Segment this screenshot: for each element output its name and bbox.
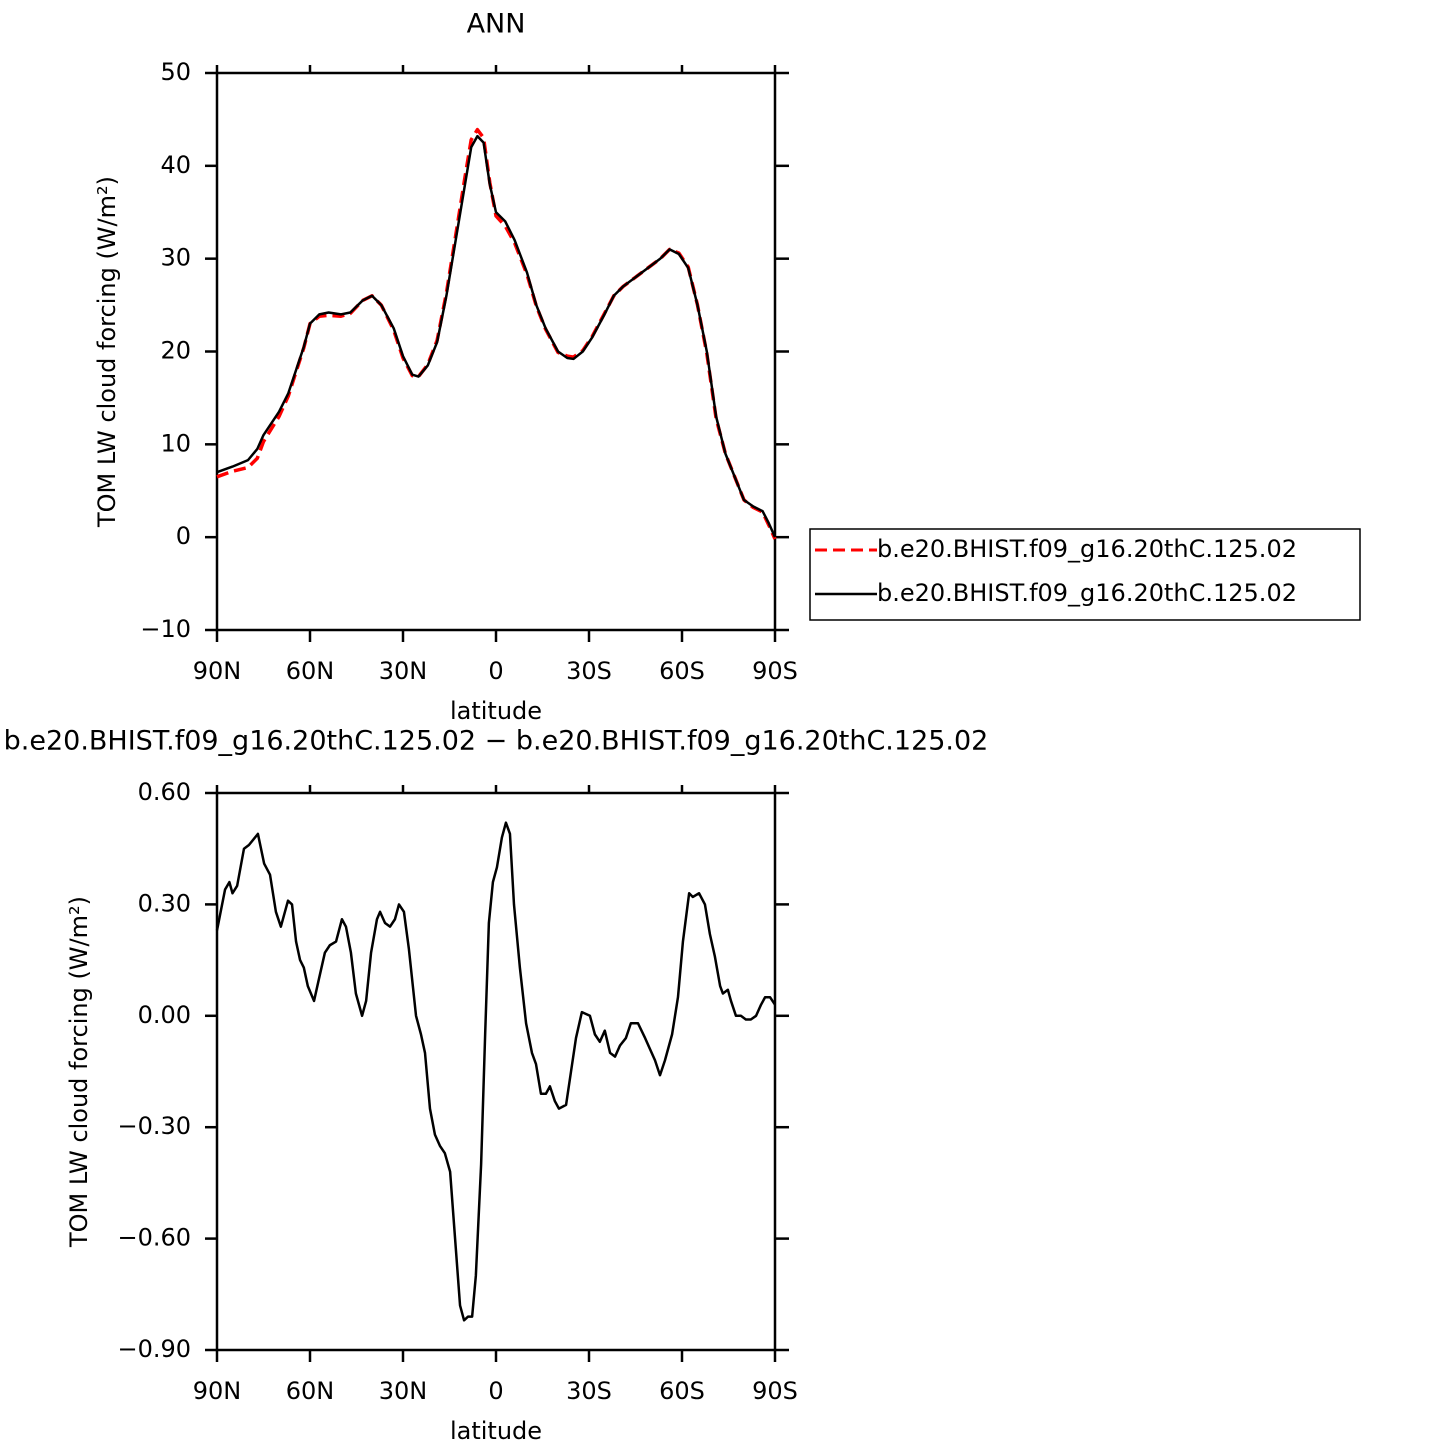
- y-tick-label: 0.00: [138, 1001, 191, 1029]
- y-tick-label: −10: [140, 615, 191, 643]
- data-line: [216, 127, 777, 540]
- legend-label: b.e20.BHIST.f09_g16.20thC.125.02: [877, 535, 1297, 563]
- chart-title: b.e20.BHIST.f09_g16.20thC.125.02 − b.e20…: [4, 726, 989, 757]
- x-tick-label: 90S: [752, 1377, 798, 1405]
- x-tick-label: 60S: [659, 1377, 705, 1405]
- x-tick-label: 30S: [566, 1377, 612, 1405]
- y-tick-label: −0.30: [117, 1112, 191, 1140]
- data-line: [216, 134, 777, 538]
- data-line: [215, 821, 777, 1322]
- y-tick-label: 50: [160, 58, 191, 86]
- x-tick-label: 90S: [752, 657, 798, 685]
- x-axis-label: latitude: [450, 1417, 542, 1445]
- y-tick-label: 0.30: [138, 889, 191, 917]
- y-tick-label: 0: [176, 522, 191, 550]
- y-tick-label: 40: [160, 151, 191, 179]
- y-axis-label: TOM LW cloud forcing (W/m²): [93, 176, 121, 528]
- y-tick-label: 30: [160, 244, 191, 272]
- x-tick-label: 30N: [379, 657, 428, 685]
- x-tick-label: 90N: [193, 1377, 242, 1405]
- y-axis-label: TOM LW cloud forcing (W/m²): [65, 896, 93, 1248]
- x-tick-label: 90N: [193, 657, 242, 685]
- plot-frame: [215, 791, 777, 1352]
- legend-box: [809, 528, 1361, 621]
- x-tick-label: 0: [488, 657, 503, 685]
- y-tick-label: −0.90: [117, 1335, 191, 1363]
- chart-title: ANN: [467, 9, 526, 40]
- x-tick-label: 30S: [566, 657, 612, 685]
- plot-frame: [215, 71, 777, 632]
- x-tick-label: 60N: [286, 657, 335, 685]
- legend-label: b.e20.BHIST.f09_g16.20thC.125.02: [877, 579, 1297, 607]
- x-tick-label: 60N: [286, 1377, 335, 1405]
- y-tick-label: −0.60: [117, 1224, 191, 1252]
- x-axis-label: latitude: [450, 697, 542, 725]
- x-tick-label: 0: [488, 1377, 503, 1405]
- y-tick-label: 20: [160, 337, 191, 365]
- x-tick-label: 60S: [659, 657, 705, 685]
- y-tick-label: 0.60: [138, 778, 191, 806]
- x-tick-label: 30N: [379, 1377, 428, 1405]
- y-tick-label: 10: [160, 429, 191, 457]
